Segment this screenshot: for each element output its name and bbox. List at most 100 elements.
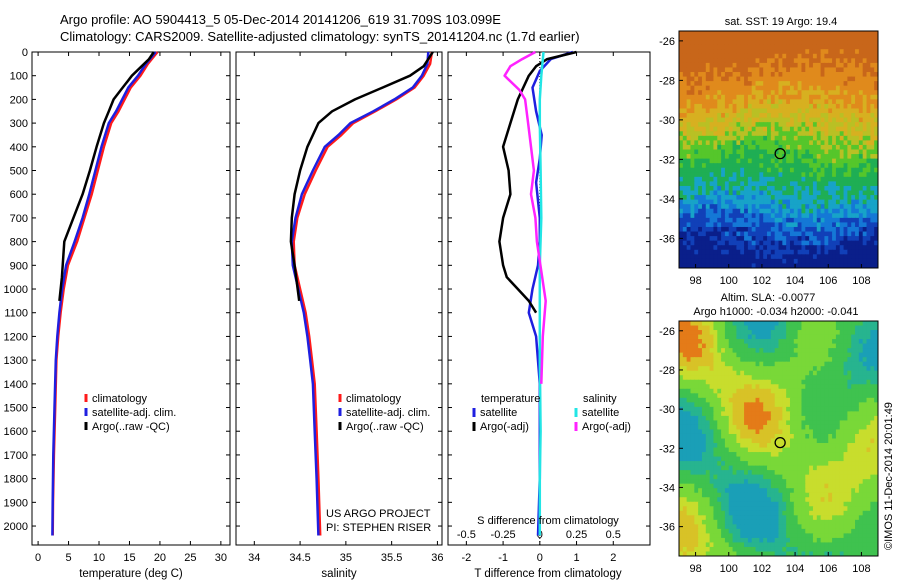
- map-cell: [701, 330, 707, 336]
- map-cell: [679, 366, 684, 372]
- map-cell: [732, 131, 738, 137]
- map-cell: [786, 388, 791, 394]
- map-cell: [847, 149, 852, 155]
- map-cell: [744, 366, 749, 372]
- map-cell: [820, 397, 826, 403]
- map-cell: [751, 483, 757, 489]
- map-cell: [770, 415, 776, 422]
- map-cell: [728, 240, 734, 246]
- map-cell: [724, 204, 730, 210]
- map-cell: [717, 433, 722, 440]
- map-cell: [847, 208, 852, 214]
- map-cell: [801, 420, 806, 426]
- map-cell: [694, 465, 699, 471]
- map-cell: [686, 149, 692, 155]
- map-cell: [851, 204, 856, 210]
- y-tick-label: 0: [22, 47, 28, 59]
- map-cell: [797, 199, 803, 205]
- map-cell: [835, 348, 841, 354]
- map-cell: [767, 352, 772, 358]
- map-cell: [805, 321, 810, 327]
- map-cell: [751, 213, 757, 219]
- map-cell: [744, 181, 749, 187]
- map-cell: [686, 339, 692, 345]
- map-cell: [866, 352, 871, 358]
- series-line-climatology: [51, 51, 159, 536]
- map-cell: [870, 339, 875, 345]
- map-cell: [724, 433, 730, 440]
- map-cell: [789, 254, 795, 260]
- map-cell: [786, 90, 791, 96]
- map-cell: [690, 208, 695, 214]
- map-cell: [740, 433, 745, 440]
- map-cell: [843, 258, 848, 265]
- map-cell: [763, 44, 768, 50]
- map-cell: [713, 158, 718, 164]
- map-cell: [724, 190, 730, 196]
- map-cell: [709, 452, 715, 458]
- map-cell: [744, 94, 749, 100]
- map-cell: [835, 167, 841, 173]
- map-cell: [843, 49, 848, 55]
- map-cell: [816, 258, 822, 265]
- map-cell: [698, 72, 703, 78]
- map-cell: [721, 167, 726, 173]
- map-cell: [690, 325, 695, 331]
- map-cell: [812, 240, 818, 246]
- map-cell: [835, 438, 841, 444]
- map-cell: [809, 254, 814, 260]
- map-cell: [732, 379, 738, 385]
- map-cell: [740, 126, 745, 132]
- map-cell: [824, 393, 829, 399]
- map-cell: [870, 108, 875, 114]
- map-cell: [809, 384, 814, 390]
- map-cell: [728, 44, 734, 50]
- map-cell: [832, 375, 837, 381]
- map-cell: [686, 263, 692, 268]
- map-cell: [809, 461, 814, 467]
- series-line-sal_argo: [503, 50, 547, 384]
- map-cell: [679, 393, 684, 399]
- map-cell: [736, 352, 741, 358]
- map-cell: [690, 44, 695, 50]
- map-cell: [770, 81, 776, 87]
- map-cell: [782, 122, 787, 128]
- map-cell: [690, 199, 695, 205]
- map-cell: [698, 58, 703, 64]
- map-cell: [744, 135, 749, 141]
- map-cell: [835, 375, 841, 381]
- map-cell: [709, 140, 715, 146]
- map-cell: [724, 222, 730, 228]
- map-cell: [679, 99, 684, 105]
- map-cell: [789, 366, 795, 372]
- map-cell: [824, 163, 829, 169]
- map-cell: [805, 388, 810, 394]
- map-cell: [728, 67, 734, 73]
- map-cell: [686, 483, 692, 489]
- map-cell: [843, 113, 848, 119]
- map-cell: [732, 204, 738, 210]
- map-cell: [682, 226, 688, 233]
- map-cell: [740, 117, 745, 123]
- map-cell: [870, 90, 875, 96]
- map-cell: [747, 492, 753, 498]
- map-cell: [755, 420, 760, 426]
- map-cell: [690, 103, 695, 110]
- map-cell: [717, 76, 722, 82]
- map-cell: [740, 343, 745, 349]
- map-cell: [740, 85, 745, 91]
- map-cell: [759, 254, 764, 260]
- map-cell: [774, 258, 780, 265]
- map-cell: [847, 325, 852, 331]
- map-cell: [763, 99, 768, 105]
- map-cell: [747, 67, 753, 73]
- x-tick-label: 108: [852, 275, 870, 287]
- map-cell: [728, 470, 734, 476]
- map-cell: [686, 470, 692, 476]
- map-cell: [843, 325, 848, 331]
- map-cell: [744, 108, 749, 114]
- map-cell: [744, 85, 749, 91]
- map-cell: [847, 357, 852, 363]
- map-cell: [713, 384, 718, 390]
- map-cell: [698, 81, 703, 87]
